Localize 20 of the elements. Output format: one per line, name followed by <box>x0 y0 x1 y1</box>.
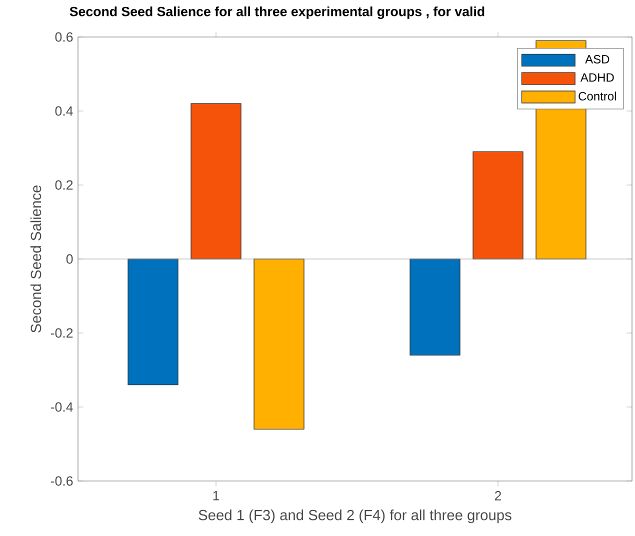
y-tick-label: -0.4 <box>50 402 73 412</box>
bar <box>410 258 460 356</box>
x-tick-label: 2 <box>494 491 502 500</box>
legend-label: ASD <box>585 55 610 64</box>
bar <box>190 103 242 260</box>
chart-title: Second Seed Salience for all three experimental groups , for valid <box>70 6 484 19</box>
y-axis-title: Second Seed Salience <box>30 185 42 333</box>
y-tick-label: -0.2 <box>50 328 73 338</box>
x-tick-label: 1 <box>213 491 220 500</box>
legend-label: Control <box>578 92 616 100</box>
y-tick-label: 0.6 <box>55 32 73 42</box>
x-axis-title: Seed 1 (F3) and Seed 2 (F4) for all three groups <box>198 510 512 524</box>
y-tick-label: 0 <box>66 254 73 264</box>
bar <box>472 151 524 260</box>
y-tick-label: 0.4 <box>55 106 73 116</box>
bar <box>128 258 178 386</box>
y-tick-label: -0.6 <box>50 476 73 486</box>
bar <box>254 258 304 430</box>
legend-label: ADHD <box>580 73 614 82</box>
y-tick-label: 0.2 <box>55 180 73 190</box>
